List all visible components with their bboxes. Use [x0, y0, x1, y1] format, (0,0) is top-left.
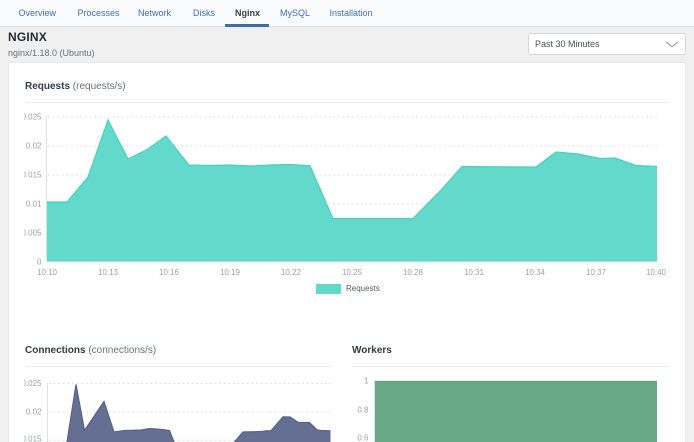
svg-text:10:10: 10:10 — [37, 268, 58, 277]
svg-text:10:25: 10:25 — [342, 268, 363, 277]
svg-text:0.015: 0.015 — [21, 434, 42, 442]
svg-text:10:19: 10:19 — [220, 268, 241, 277]
svg-text:10:22: 10:22 — [281, 268, 302, 277]
svg-text:10:13: 10:13 — [98, 268, 119, 277]
svg-text:0.02: 0.02 — [26, 407, 42, 416]
svg-text:0.005: 0.005 — [21, 229, 42, 238]
svg-text:0.025: 0.025 — [21, 113, 42, 122]
svg-text:10:34: 10:34 — [525, 268, 546, 277]
svg-text:10:28: 10:28 — [403, 268, 424, 277]
svg-text:10:31: 10:31 — [464, 268, 485, 277]
svg-text:0.015: 0.015 — [21, 171, 42, 180]
svg-text:0.02: 0.02 — [26, 142, 42, 151]
svg-text:0.8: 0.8 — [357, 406, 369, 415]
svg-text:0: 0 — [37, 258, 42, 267]
svg-text:10:40: 10:40 — [646, 268, 667, 277]
svg-text:0.6: 0.6 — [357, 434, 369, 442]
svg-text:10:16: 10:16 — [159, 268, 180, 277]
svg-text:0.01: 0.01 — [26, 200, 42, 209]
svg-text:10:37: 10:37 — [586, 268, 607, 277]
svg-text:1: 1 — [364, 377, 369, 386]
svg-text:0.025: 0.025 — [21, 379, 42, 388]
